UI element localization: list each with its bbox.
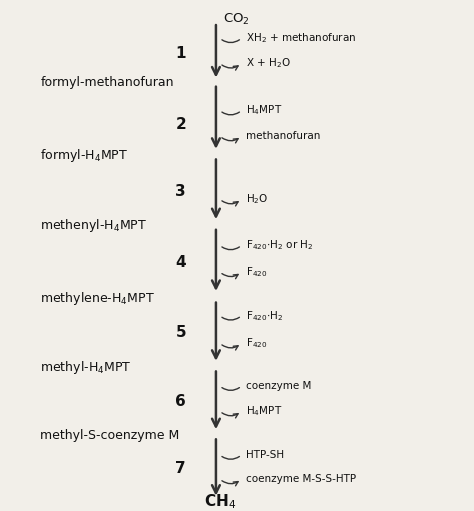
Text: F$_{420}$$\cdot$H$_2$ or H$_2$: F$_{420}$$\cdot$H$_2$ or H$_2$	[246, 239, 314, 252]
Text: F$_{420}$: F$_{420}$	[246, 336, 268, 350]
Text: methanofuran: methanofuran	[246, 131, 321, 141]
Text: H$_4$MPT: H$_4$MPT	[246, 404, 283, 418]
Text: 3: 3	[175, 184, 186, 199]
Text: formyl-H$_4$MPT: formyl-H$_4$MPT	[40, 147, 128, 164]
Text: X + H$_2$O: X + H$_2$O	[246, 57, 291, 71]
Text: 2: 2	[175, 117, 186, 131]
Text: methyl-S-coenzyme M: methyl-S-coenzyme M	[40, 429, 180, 442]
Text: coenzyme M: coenzyme M	[246, 381, 312, 391]
Text: HTP-SH: HTP-SH	[246, 450, 284, 460]
Text: methylene-H$_4$MPT: methylene-H$_4$MPT	[40, 290, 155, 307]
Text: coenzyme M-S-S-HTP: coenzyme M-S-S-HTP	[246, 474, 356, 484]
Text: CH$_4$: CH$_4$	[204, 492, 237, 511]
Text: 4: 4	[175, 255, 186, 270]
Text: formyl-methanofuran: formyl-methanofuran	[40, 76, 174, 89]
Text: F$_{420}$$\cdot$H$_2$: F$_{420}$$\cdot$H$_2$	[246, 309, 283, 322]
Text: methyl-H$_4$MPT: methyl-H$_4$MPT	[40, 359, 132, 376]
Text: 1: 1	[175, 46, 186, 61]
Text: H$_4$MPT: H$_4$MPT	[246, 104, 283, 118]
Text: 7: 7	[175, 461, 186, 476]
Text: XH$_2$ + methanofuran: XH$_2$ + methanofuran	[246, 31, 356, 45]
Text: methenyl-H$_4$MPT: methenyl-H$_4$MPT	[40, 217, 147, 235]
Text: CO$_2$: CO$_2$	[223, 12, 250, 27]
Text: 6: 6	[175, 394, 186, 409]
Text: 5: 5	[175, 325, 186, 340]
Text: F$_{420}$: F$_{420}$	[246, 265, 268, 279]
Text: H$_2$O: H$_2$O	[246, 192, 269, 206]
